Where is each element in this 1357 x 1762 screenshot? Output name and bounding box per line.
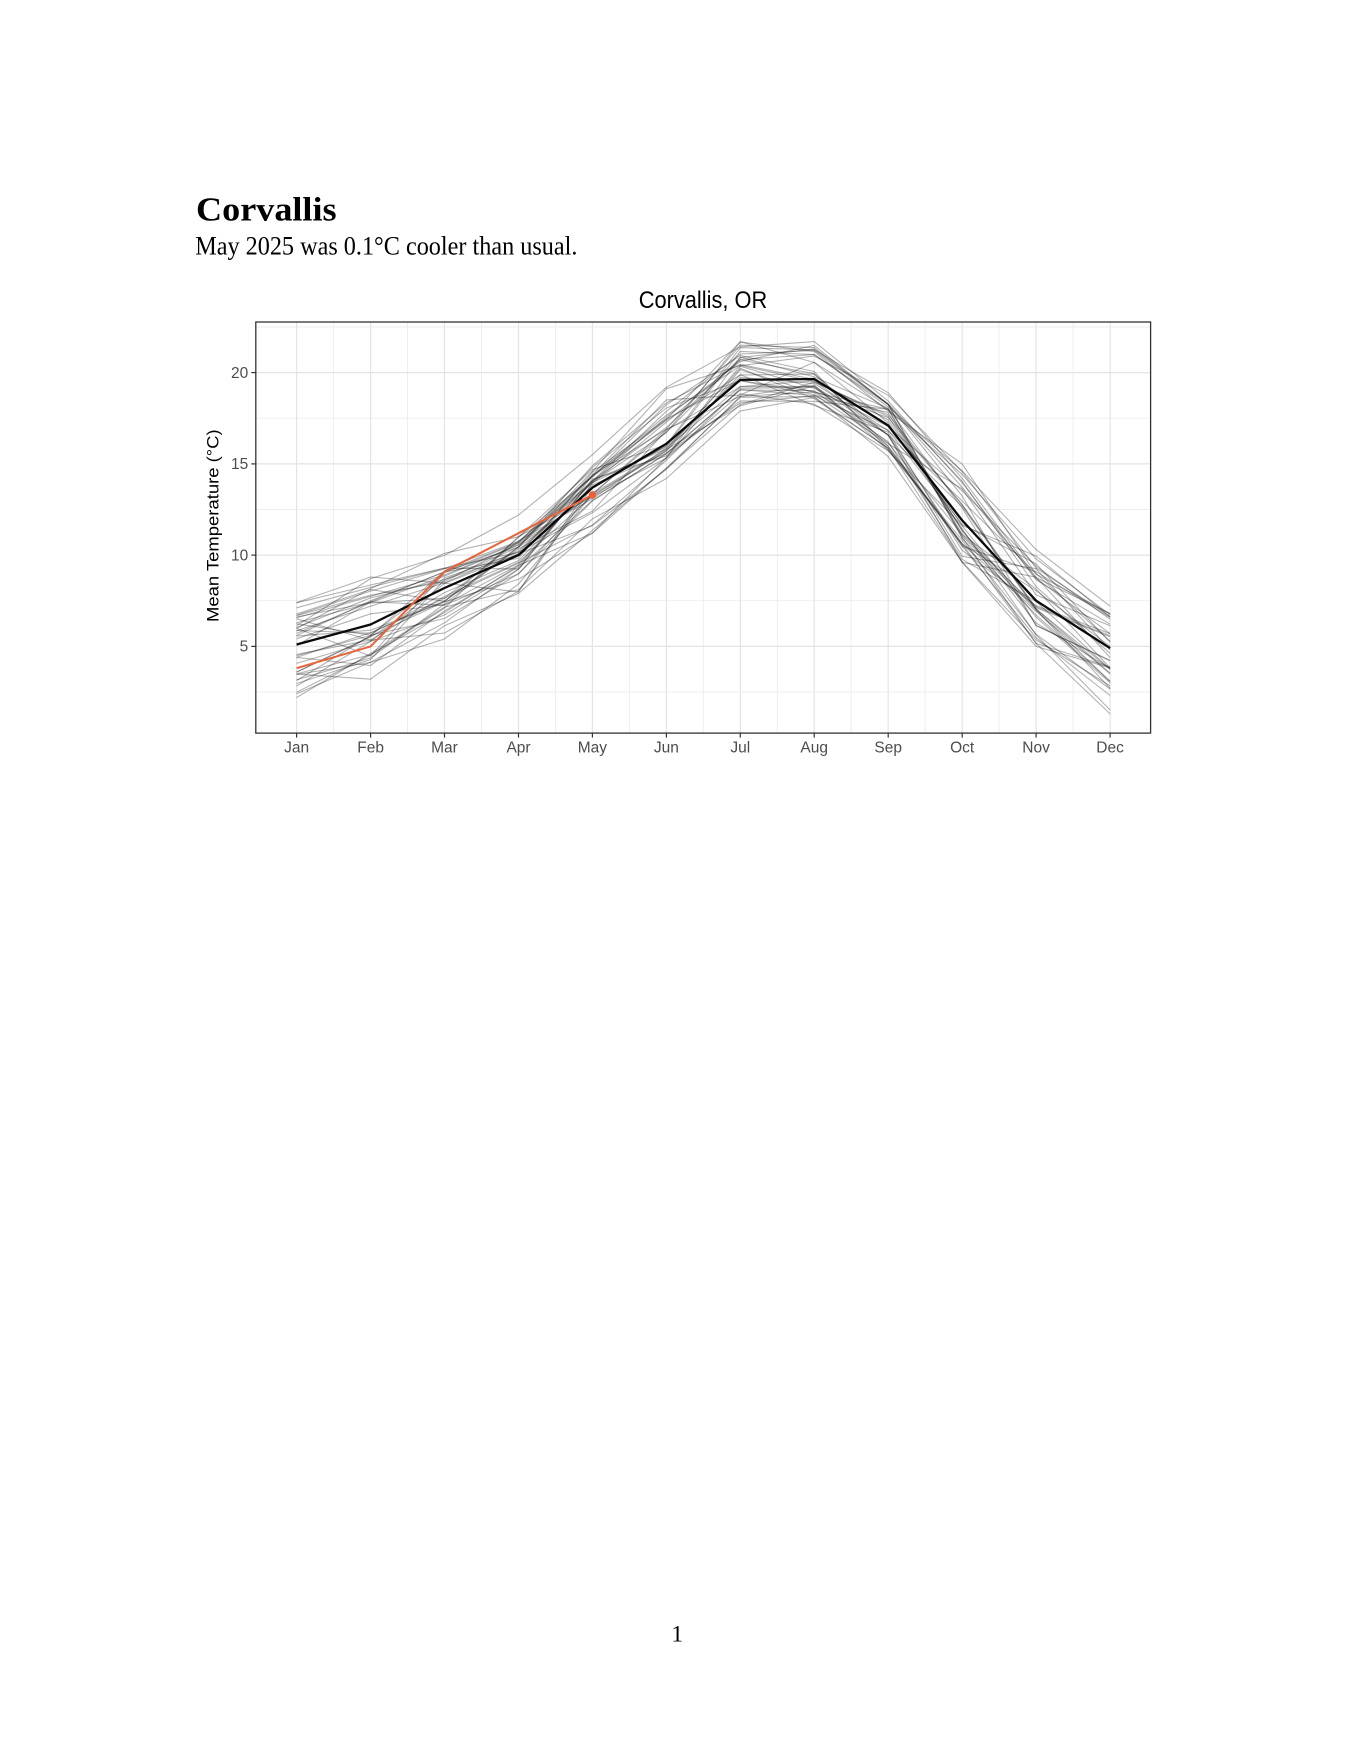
svg-text:Mean Temperature (°C): Mean Temperature (°C)	[204, 429, 223, 622]
svg-text:Nov: Nov	[1022, 739, 1050, 756]
svg-text:Jun: Jun	[654, 739, 679, 756]
svg-text:Oct: Oct	[950, 739, 975, 756]
svg-text:5: 5	[240, 639, 249, 656]
svg-text:Jan: Jan	[284, 739, 309, 756]
svg-text:May: May	[578, 739, 608, 756]
svg-text:Corvallis: Corvallis	[196, 192, 337, 229]
svg-text:15: 15	[231, 456, 248, 473]
svg-text:20: 20	[231, 365, 249, 382]
svg-text:Sep: Sep	[874, 739, 902, 756]
svg-text:Jul: Jul	[730, 739, 750, 756]
svg-text:1: 1	[671, 1621, 683, 1647]
svg-text:Corvallis, OR: Corvallis, OR	[639, 287, 768, 314]
svg-text:Mar: Mar	[431, 739, 458, 756]
svg-text:Aug: Aug	[800, 739, 828, 756]
svg-text:10: 10	[231, 547, 249, 564]
svg-text:May 2025 was 0.1°C cooler than: May 2025 was 0.1°C cooler than usual.	[195, 231, 577, 261]
svg-text:Apr: Apr	[506, 739, 530, 756]
svg-text:Dec: Dec	[1096, 739, 1124, 756]
svg-text:Feb: Feb	[357, 739, 384, 756]
